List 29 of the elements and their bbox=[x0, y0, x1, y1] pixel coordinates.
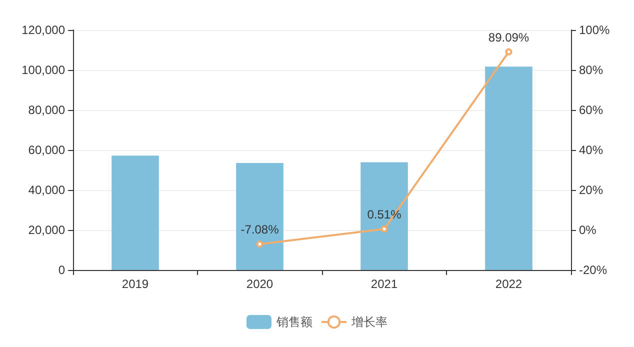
y-tick-label: 60,000 bbox=[28, 143, 66, 157]
y2-tick-label: 80% bbox=[579, 63, 604, 77]
x-tick-label: 2022 bbox=[495, 277, 522, 291]
y-tick-label: 20,000 bbox=[28, 223, 66, 237]
y2-tick-label: -20% bbox=[579, 263, 608, 277]
bar bbox=[236, 163, 284, 270]
x-tick-label: 2019 bbox=[122, 277, 149, 291]
y-tick-label: 40,000 bbox=[28, 183, 66, 197]
x-tick-label: 2020 bbox=[246, 277, 274, 291]
legend-label: 增长率 bbox=[350, 315, 388, 329]
bar bbox=[485, 66, 532, 270]
y2-tick-label: 100% bbox=[579, 23, 610, 37]
y-tick-label: 100,000 bbox=[22, 63, 66, 77]
y2-tick-label: 20% bbox=[579, 183, 604, 197]
bar bbox=[360, 162, 408, 270]
y2-tick-label: 40% bbox=[579, 143, 604, 157]
y-tick-label: 0 bbox=[58, 263, 66, 277]
y2-tick-label: 60% bbox=[579, 103, 604, 117]
y2-tick-label: 0% bbox=[579, 223, 597, 237]
y-tick-label: 80,000 bbox=[28, 103, 66, 117]
data-label: 89.09% bbox=[488, 30, 530, 44]
point bbox=[505, 48, 512, 56]
bar bbox=[112, 156, 159, 270]
point bbox=[380, 225, 388, 232]
x-tick-label: 2021 bbox=[370, 277, 398, 291]
y-tick-label: 120,000 bbox=[22, 23, 66, 37]
data-label: -7.08% bbox=[240, 222, 280, 237]
legend-label: 销售额 bbox=[276, 315, 312, 329]
point bbox=[256, 240, 264, 248]
